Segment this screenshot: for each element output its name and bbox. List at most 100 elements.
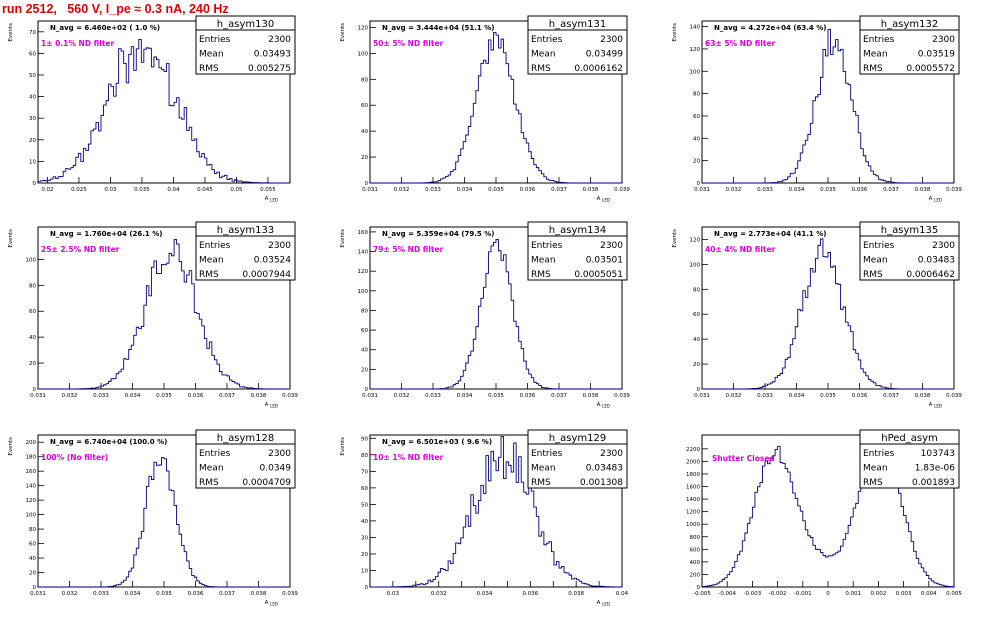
run-title: run 2512, 560 V, I_pe ≈ 0.3 nA, 240 Hz [2, 2, 229, 16]
stats-value: 0.005275 [248, 64, 291, 74]
stats-value: 2300 [268, 449, 291, 459]
y-tick-label: 180 [26, 455, 37, 461]
x-tick-label: 0 [826, 591, 830, 597]
x-tick-label: 0.035 [156, 393, 172, 399]
x-axis-title: A LED [597, 196, 610, 203]
y-tick-label: 1200 [686, 510, 700, 516]
x-tick-label: -0.001 [794, 591, 812, 597]
stats-label: Mean [531, 256, 556, 266]
y-tick-label: 40 [29, 95, 36, 101]
x-tick-label: 0.037 [551, 187, 567, 193]
y-tick-label: 50 [29, 73, 36, 79]
y-tick-label: 60 [693, 312, 700, 318]
histogram-series [38, 457, 290, 587]
x-tick-label: 0.033 [757, 187, 773, 193]
y-tick-label: 20 [693, 159, 700, 165]
histogram-panel-h-asym135: 0 20 40 60 80 100 120 0.031 0.032 0.033 0.034 0.035… [672, 221, 962, 409]
y-tick-label: 0 [697, 387, 701, 393]
x-tick-label: 0.039 [946, 393, 962, 399]
stats-value: 0.03501 [586, 256, 623, 266]
x-tick-label: 0.039 [614, 393, 630, 399]
y-tick-label: 20 [693, 362, 700, 368]
y-tick-label: 60 [29, 309, 36, 315]
stats-value: 0.0005051 [574, 270, 623, 280]
stats-label: Mean [863, 464, 888, 474]
stats-value: 1.83e-06 [915, 464, 956, 474]
x-tick-label: 0.035 [488, 187, 504, 193]
x-tick-label: 0.035 [820, 187, 836, 193]
y-tick-label: 60 [693, 114, 700, 120]
y-tick-label: 30 [361, 535, 368, 541]
x-tick-label: 0.034 [789, 187, 805, 193]
histogram-panel-hped-asym: 0 200 400 600 800 1000 1200 1400 1600 1800 2000 220… [686, 429, 962, 597]
y-tick-label: 80 [361, 308, 368, 314]
y-tick-label: 400 [690, 560, 701, 566]
filter-label: 10± 1% ND filter [373, 453, 444, 462]
y-tick-label: 70 [29, 30, 36, 36]
stats-value: 0.0004709 [242, 478, 291, 488]
y-tick-label: 40 [361, 519, 368, 525]
y-tick-label: 40 [29, 335, 36, 341]
x-tick-label: 0.04 [167, 187, 180, 193]
x-tick-label: 0.02 [41, 187, 53, 193]
y-tick-label: 80 [361, 77, 368, 83]
y-tick-label: 2200 [686, 447, 700, 453]
stats-label: RMS [531, 64, 551, 74]
x-tick-label: 0.005 [946, 591, 962, 597]
navg-label: N_avg = 4.272e+04 (63.4 %) [714, 24, 826, 32]
histogram-series [370, 436, 622, 587]
filter-label: 1± 0.1% ND filter [41, 39, 114, 48]
histogram-name: hPed_asym [881, 433, 938, 444]
stats-value: 0.03519 [918, 50, 955, 60]
x-tick-label: 0.036 [188, 393, 204, 399]
x-tick-label: 0.036 [520, 187, 536, 193]
stats-label: Entries [863, 35, 895, 45]
x-tick-label: 0.037 [883, 187, 899, 193]
filter-label: 63± 5% ND filter [705, 39, 776, 48]
stats-label: Mean [199, 50, 224, 60]
stats-label: Entries [199, 449, 231, 459]
y-tick-label: 160 [26, 469, 37, 475]
navg-label: N_avg = 6.460e+02 ( 1.0 %) [50, 24, 160, 32]
y-tick-label: 0 [365, 585, 369, 591]
x-tick-label: 0.032 [726, 393, 742, 399]
y-tick-label: 40 [693, 136, 700, 142]
stats-label: Entries [531, 241, 563, 251]
histogram-series [702, 439, 954, 587]
x-tick-label: -0.004 [718, 591, 736, 597]
y-tick-label: 120 [690, 237, 701, 243]
y-tick-label: 200 [26, 440, 37, 446]
navg-label: N_avg = 6.501e+03 ( 9.6 %) [382, 438, 492, 446]
y-tick-label: 20 [361, 155, 368, 161]
y-axis-title: Events [340, 23, 346, 42]
stats-value: 2300 [600, 241, 623, 251]
y-axis-title: Events [8, 229, 14, 248]
x-tick-label: 0.036 [852, 187, 868, 193]
x-axis-title: A LED [265, 196, 278, 203]
y-tick-label: 80 [29, 527, 36, 533]
y-tick-label: 2000 [686, 459, 700, 465]
stats-label: Mean [531, 464, 556, 474]
histogram-name: h_asym134 [549, 225, 606, 236]
x-tick-label: -0.003 [744, 591, 762, 597]
x-axis-title: A LED [597, 402, 610, 409]
x-tick-label: 0.001 [845, 591, 861, 597]
y-tick-label: 40 [29, 556, 36, 562]
y-tick-label: 120 [358, 25, 369, 31]
y-axis-title: Events [672, 229, 678, 248]
x-tick-label: 0.033 [93, 591, 109, 597]
y-tick-label: 100 [358, 51, 369, 57]
stats-box [195, 221, 296, 281]
x-tick-label: 0.033 [93, 393, 109, 399]
histogram-series [38, 39, 290, 183]
x-tick-label: 0.032 [62, 591, 78, 597]
stats-label: Mean [531, 50, 556, 60]
stats-box [859, 15, 960, 75]
y-tick-label: 120 [26, 498, 37, 504]
histogram-name: h_asym130 [217, 19, 274, 30]
y-tick-label: 40 [361, 348, 368, 354]
stats-value: 0.0007944 [242, 270, 291, 280]
x-tick-label: 0.038 [915, 393, 931, 399]
stats-value: 0.03524 [254, 256, 291, 266]
stats-box [527, 429, 628, 489]
